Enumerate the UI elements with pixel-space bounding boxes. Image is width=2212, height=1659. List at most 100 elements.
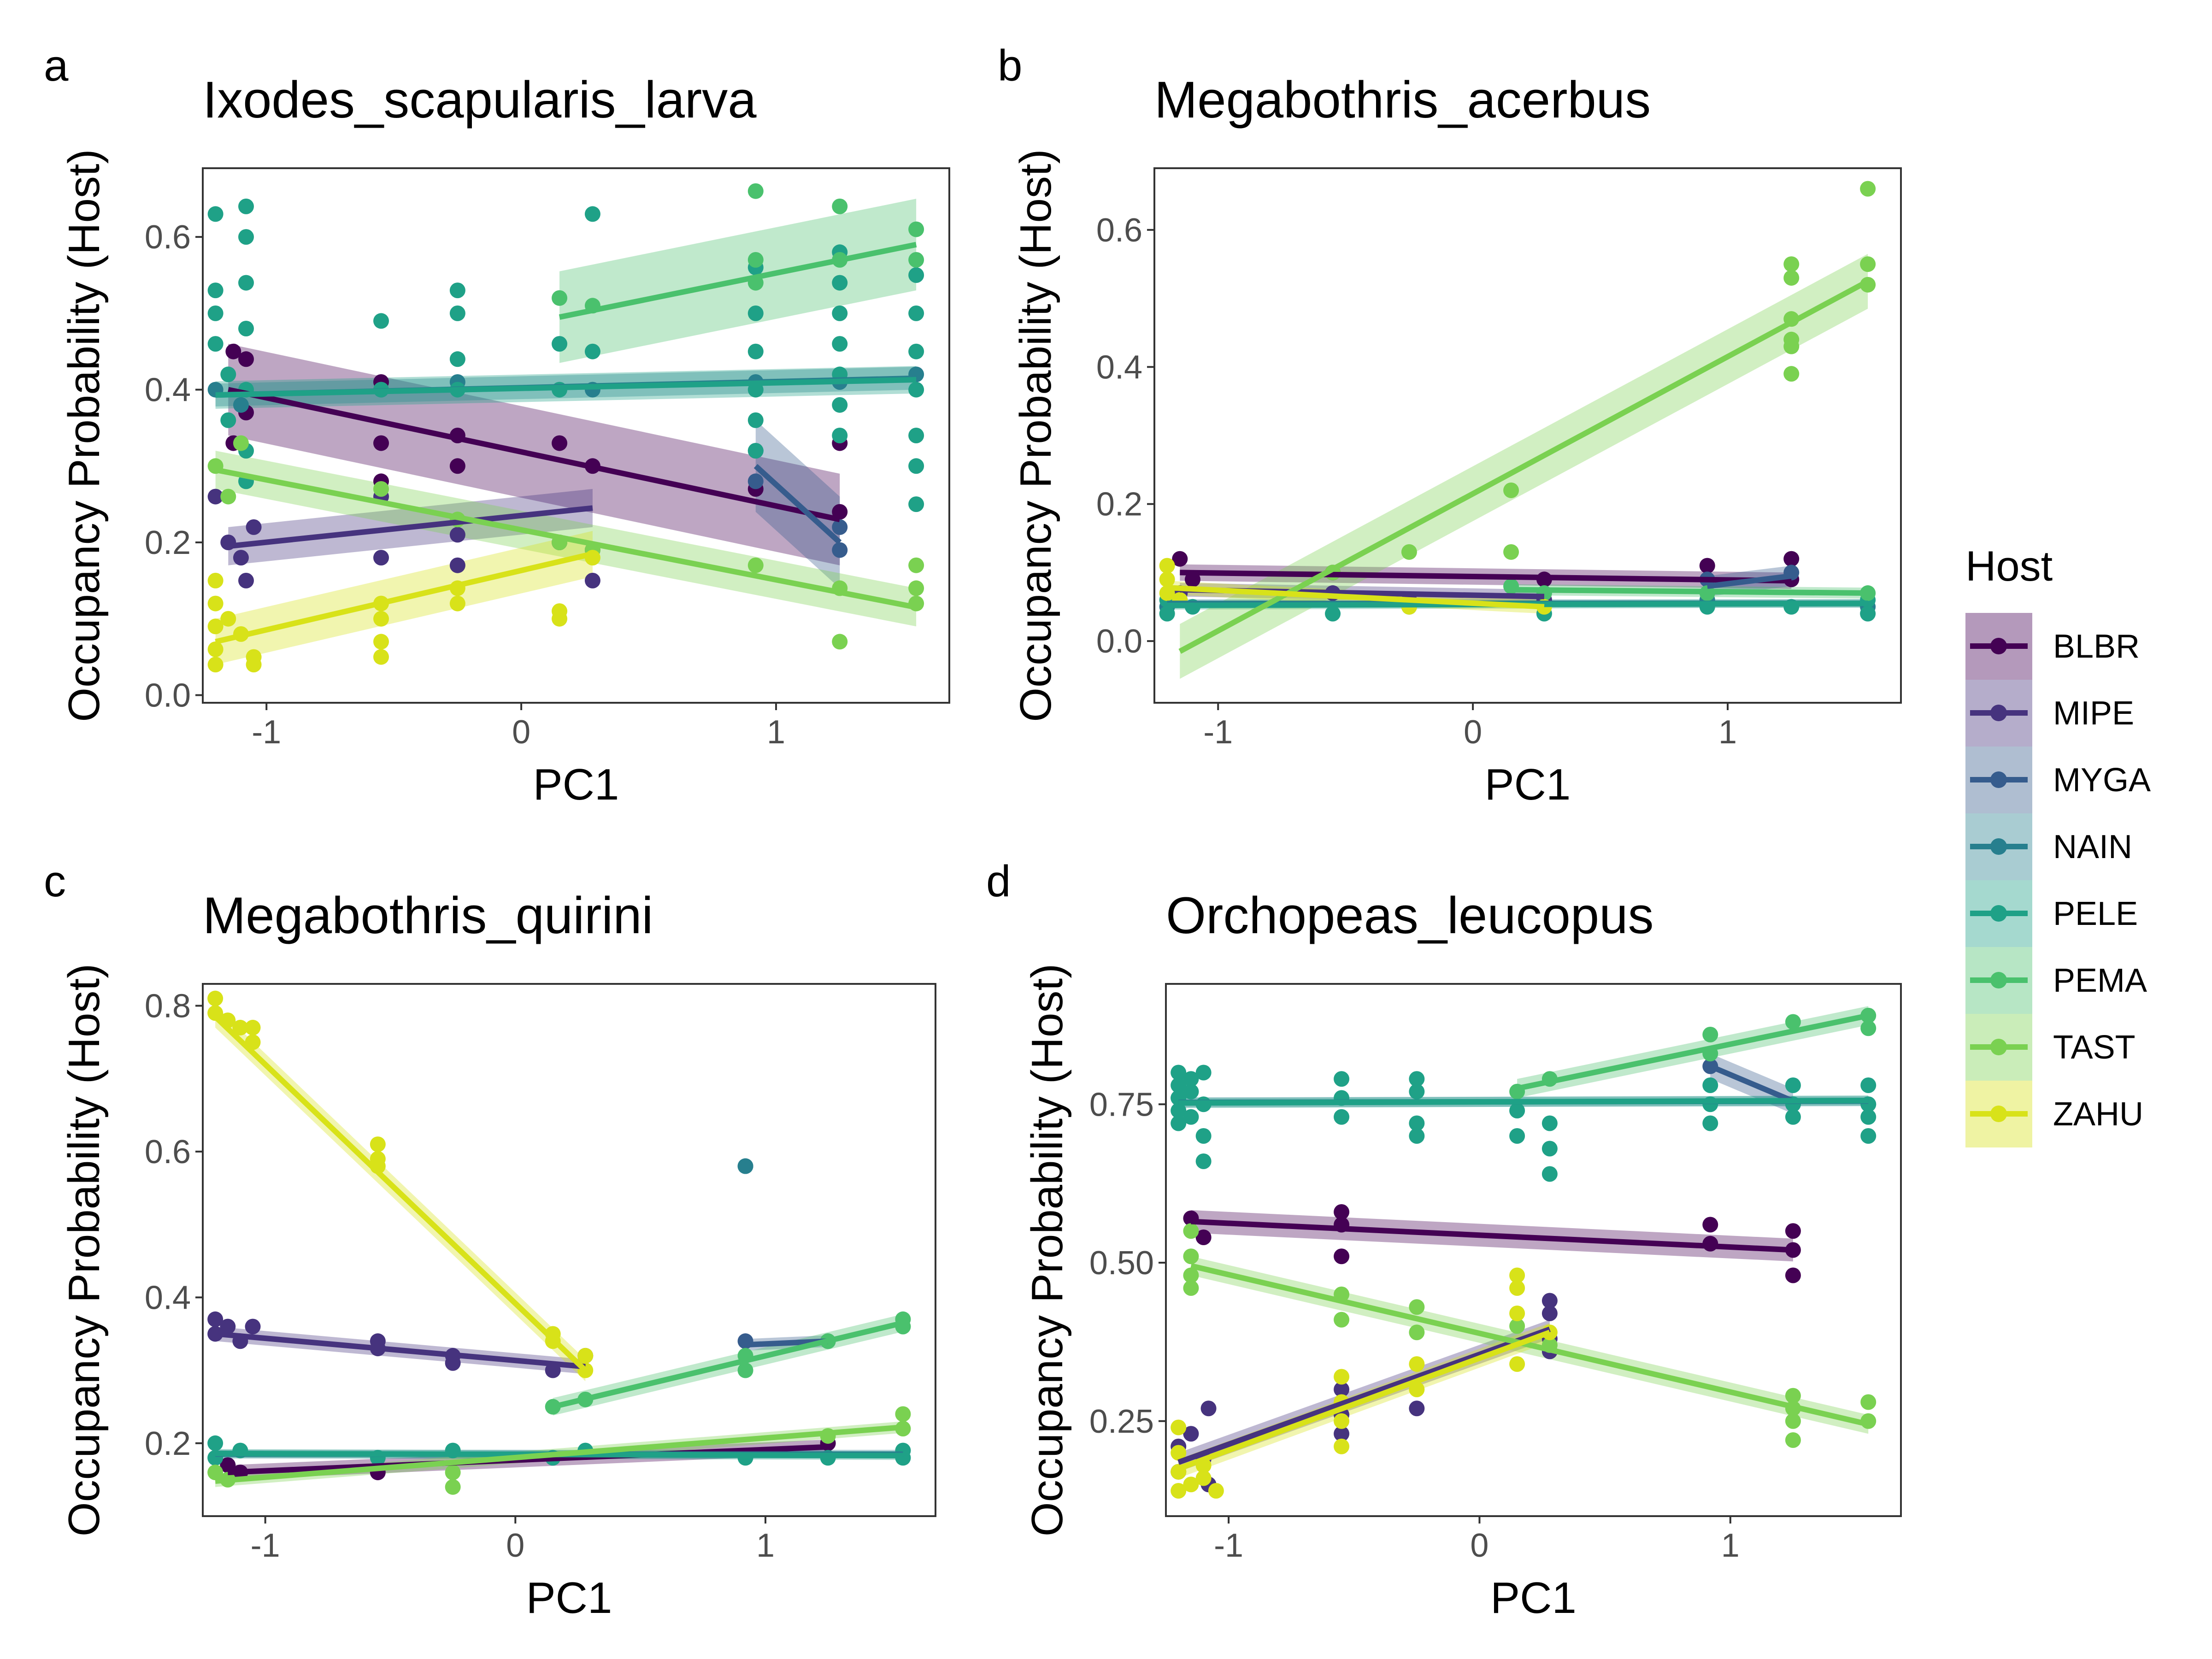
point-pema — [747, 252, 764, 268]
y-tick-label: 0.6 — [145, 219, 191, 256]
point-nain — [737, 1158, 753, 1174]
point-blbr — [1785, 1223, 1801, 1239]
y-tick-label: 0.0 — [145, 677, 191, 714]
fit-line-zahu — [215, 551, 594, 645]
point-pele — [1195, 1065, 1212, 1081]
point-tast — [1503, 544, 1519, 560]
x-axis-title: PC1 — [1490, 1573, 1577, 1623]
point-blbr — [1334, 1248, 1350, 1265]
point-pele — [1171, 1065, 1187, 1081]
y-tick-label: 0.8 — [145, 988, 191, 1024]
point-tast — [747, 557, 764, 573]
legend-key-point — [1990, 972, 2007, 988]
x-axis-title: PC1 — [526, 1573, 612, 1623]
point-pele — [1171, 1115, 1187, 1131]
point-blbr — [552, 435, 568, 451]
point-blbr — [1699, 558, 1715, 574]
point-pele — [238, 275, 254, 291]
x-tick-label: 1 — [756, 1527, 775, 1564]
point-blbr — [238, 351, 254, 367]
point-pele — [207, 206, 224, 222]
point-pele — [1183, 1083, 1199, 1100]
point-tast — [445, 1479, 461, 1495]
y-tick-label: 0.75 — [1089, 1086, 1154, 1123]
x-tick-label: -1 — [1203, 714, 1233, 751]
point-blbr — [373, 435, 389, 451]
point-mipe — [1541, 1293, 1558, 1309]
y-tick-label: 0.25 — [1089, 1403, 1154, 1440]
point-myga — [747, 473, 764, 489]
point-pele — [1409, 1115, 1425, 1131]
x-tick-label: 1 — [1718, 714, 1737, 751]
legend-label: MIPE — [2053, 695, 2134, 732]
point-mipe — [220, 1318, 236, 1335]
point-zahu — [220, 611, 236, 627]
point-tast — [1509, 1318, 1525, 1334]
legend-label: BLBR — [2053, 628, 2140, 665]
point-mipe — [449, 557, 465, 573]
panel-letter: c — [44, 857, 66, 906]
fit-line-zahu — [213, 1014, 588, 1372]
panel-letter: a — [44, 41, 69, 90]
point-mipe — [246, 519, 262, 535]
point-tast — [1785, 1388, 1801, 1404]
point-tast — [1334, 1312, 1350, 1328]
point-pele — [1409, 1128, 1425, 1144]
point-pele — [908, 267, 924, 283]
fit-line-blbr — [228, 387, 841, 523]
point-blbr — [1785, 1267, 1801, 1283]
point-pele — [238, 198, 254, 214]
point-pele — [552, 336, 568, 352]
point-pele — [584, 206, 600, 222]
point-blbr — [225, 343, 241, 359]
point-tast — [445, 1465, 461, 1481]
y-tick-label: 0.4 — [145, 1279, 191, 1316]
point-mipe — [1409, 1400, 1425, 1417]
point-tast — [1401, 544, 1417, 560]
x-tick-label: 0 — [1470, 1527, 1488, 1564]
x-axis-title: PC1 — [533, 760, 619, 809]
panel-c: c Megabothris_quirini -1 0 1 0.2 0.4 0.6 0.8 PC1 O… — [44, 857, 936, 1623]
fit-line-tast — [1190, 1263, 1869, 1427]
panel-border — [202, 167, 950, 704]
x-tick-label: 0 — [512, 714, 530, 751]
point-tast — [908, 557, 924, 573]
point-pele — [1409, 1083, 1425, 1100]
point-mipe — [1334, 1426, 1350, 1442]
point-pema — [552, 290, 568, 306]
x-tick-label: -1 — [252, 714, 281, 751]
fit-line-mipe — [1177, 1326, 1551, 1465]
point-zahu — [552, 611, 568, 627]
point-tast — [1783, 270, 1800, 286]
point-pele — [832, 397, 848, 413]
panel-a: a Ixodes_scapularis_larva -1 0 1 0.0 0.2 0.4 0.6… — [44, 41, 950, 809]
point-pema — [1702, 1027, 1718, 1042]
panel-border — [1165, 983, 1902, 1517]
point-pele — [220, 366, 236, 382]
point-zahu — [1334, 1369, 1350, 1385]
point-tast — [1183, 1223, 1199, 1239]
fit-line-pele — [215, 377, 917, 398]
legend-key-pema — [1965, 947, 2032, 1014]
legend-key-point — [1990, 838, 2007, 855]
point-mipe — [449, 527, 465, 543]
legend-key-point — [1990, 1106, 2007, 1122]
point-pele — [1541, 1115, 1558, 1131]
panel-border — [202, 983, 936, 1517]
point-pele — [207, 1435, 224, 1451]
point-zahu — [246, 657, 262, 673]
fit-line-pema — [559, 241, 917, 320]
y-axis-title: Occupancy Probability (Host) — [1011, 149, 1060, 722]
legend-key-blbr — [1965, 613, 2032, 680]
point-pele — [1785, 1077, 1801, 1093]
panel-d: d Orchopeas_leucopus -1 0 1 0.25 0.50 0.75 PC1 Oc… — [986, 857, 1902, 1623]
point-pele — [449, 282, 465, 299]
legend-key-myga — [1965, 747, 2032, 813]
panel-title: Megabothris_acerbus — [1154, 71, 1651, 129]
legend-title: Host — [1965, 543, 2053, 590]
point-blbr — [220, 1457, 236, 1473]
point-pele — [832, 336, 848, 352]
point-tast — [1860, 1394, 1877, 1410]
point-zahu — [245, 1019, 261, 1035]
point-tast — [1503, 482, 1519, 498]
